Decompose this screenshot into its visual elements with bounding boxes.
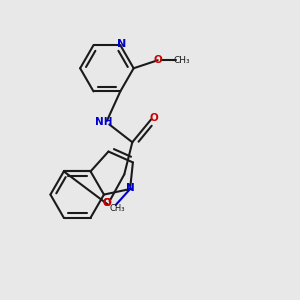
Text: O: O	[103, 198, 112, 208]
Text: O: O	[103, 198, 112, 208]
Text: N: N	[126, 182, 134, 193]
Text: O: O	[154, 55, 163, 65]
Text: NH: NH	[95, 117, 113, 127]
Text: CH₃: CH₃	[110, 204, 125, 213]
Text: O: O	[150, 113, 158, 123]
Text: CH₃: CH₃	[173, 56, 190, 65]
Text: N: N	[117, 39, 126, 49]
